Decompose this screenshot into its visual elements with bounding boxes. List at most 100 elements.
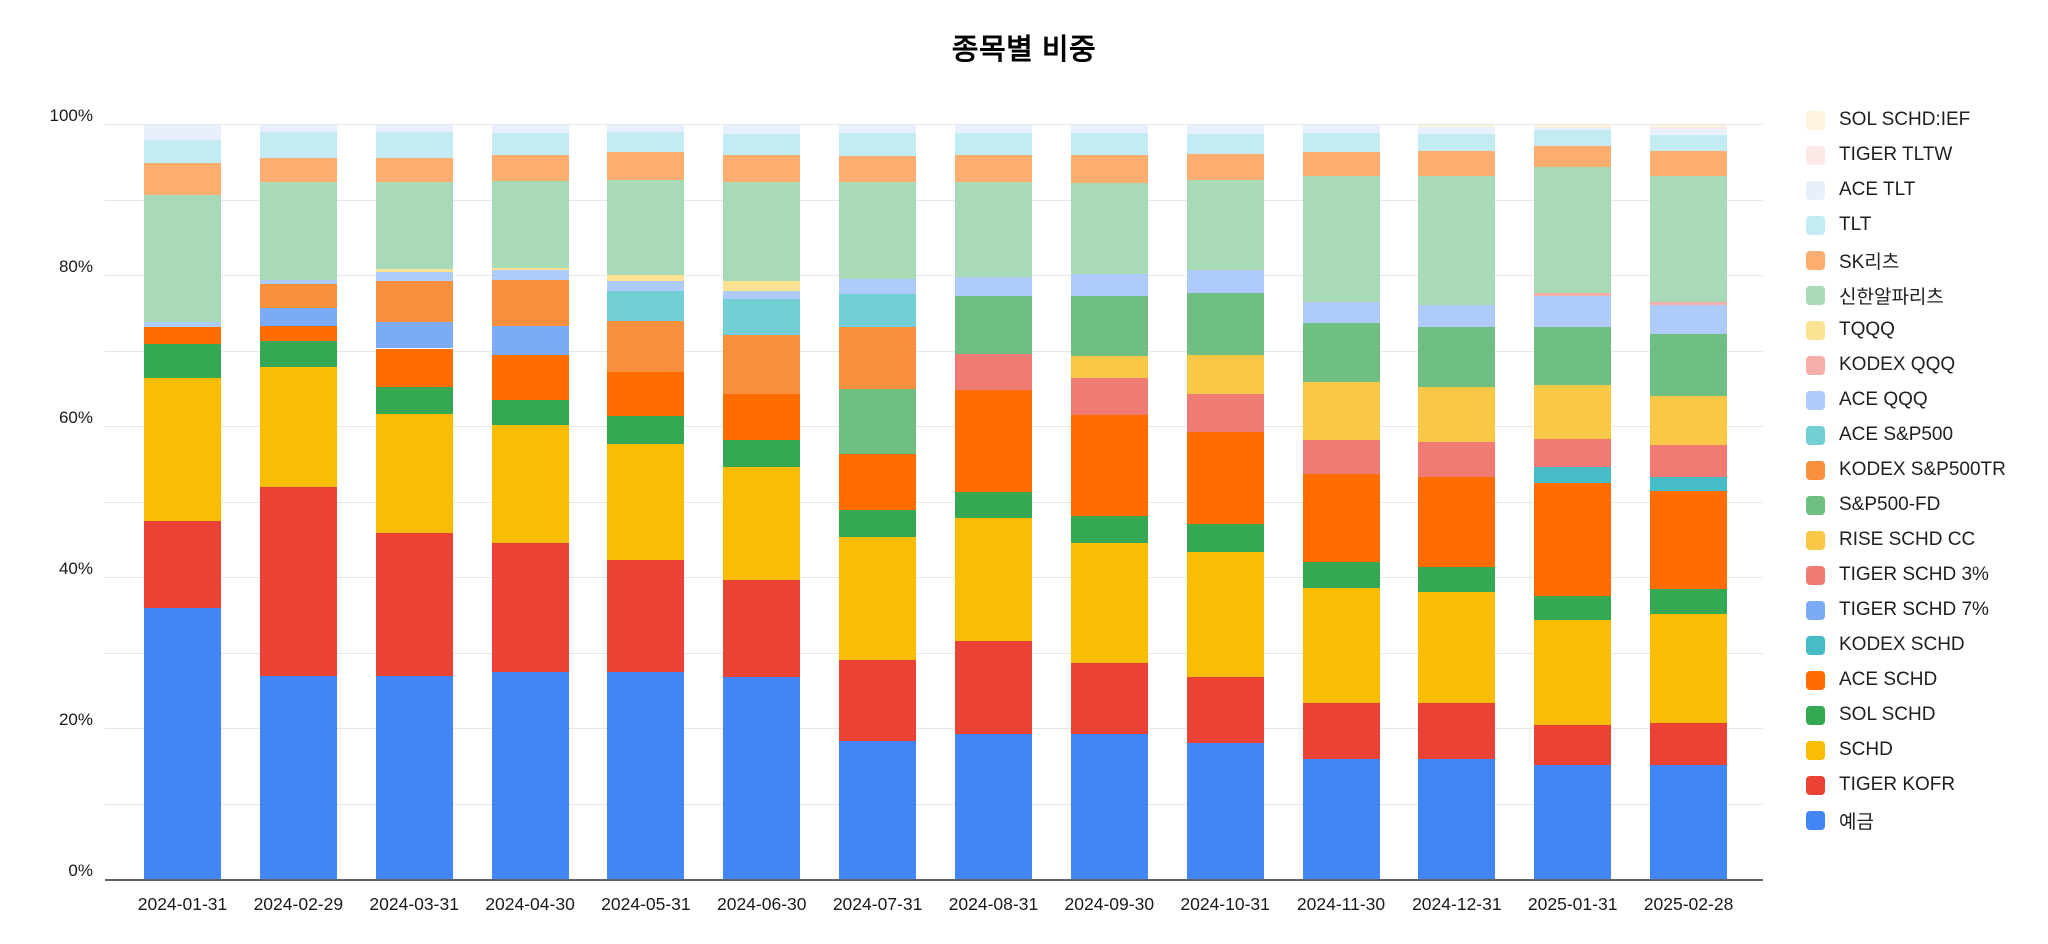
bar-segment[interactable]	[1070, 296, 1148, 357]
bar-segment[interactable]	[1070, 414, 1148, 517]
bar-segment[interactable]	[839, 133, 917, 156]
bar-segment[interactable]	[491, 267, 569, 270]
bar-segment[interactable]	[1070, 125, 1148, 134]
bar-segment[interactable]	[375, 182, 453, 270]
bar-segment[interactable]	[954, 390, 1032, 492]
bar-segment[interactable]	[259, 279, 337, 284]
bar-segment[interactable]	[1302, 133, 1380, 153]
bar-segment[interactable]	[1534, 725, 1612, 766]
bar-segment[interactable]	[1650, 491, 1728, 589]
bar-segment[interactable]	[607, 320, 685, 372]
bar-segment[interactable]	[491, 399, 569, 425]
bar-segment[interactable]	[1070, 734, 1148, 880]
bar-segment[interactable]	[1302, 759, 1380, 880]
bar-segment[interactable]	[1418, 304, 1496, 328]
bar-segment[interactable]	[607, 274, 685, 282]
bar-segment[interactable]	[1070, 543, 1148, 664]
bar-segment[interactable]	[839, 454, 917, 511]
bar-segment[interactable]	[607, 131, 685, 153]
bar-segment[interactable]	[607, 291, 685, 321]
bar-segment[interactable]	[723, 676, 801, 880]
bar-segment[interactable]	[1534, 596, 1612, 620]
bar-segment[interactable]	[1302, 152, 1380, 177]
bar-segment[interactable]	[375, 131, 453, 159]
bar-segment[interactable]	[1418, 702, 1496, 760]
bar-segment[interactable]	[723, 291, 801, 300]
bar-segment[interactable]	[1302, 439, 1380, 474]
bar-segment[interactable]	[1186, 552, 1264, 677]
bar-segment[interactable]	[491, 279, 569, 326]
bar-segment[interactable]	[1418, 442, 1496, 477]
bar-segment[interactable]	[607, 444, 685, 560]
bar-segment[interactable]	[375, 348, 453, 387]
bar-segment[interactable]	[723, 439, 801, 468]
bar-segment[interactable]	[1534, 384, 1612, 440]
bar-segment[interactable]	[1302, 473, 1380, 563]
bar-segment[interactable]	[1070, 663, 1148, 735]
bar-segment[interactable]	[839, 741, 917, 880]
bar-segment[interactable]	[1302, 125, 1380, 134]
bar-segment[interactable]	[1070, 516, 1148, 544]
bar-segment[interactable]	[607, 152, 685, 181]
bar-segment[interactable]	[1534, 619, 1612, 726]
bar-segment[interactable]	[375, 532, 453, 677]
bar-segment[interactable]	[1302, 562, 1380, 588]
bar-segment[interactable]	[1534, 482, 1612, 597]
bar-segment[interactable]	[954, 296, 1032, 354]
bar-segment[interactable]	[259, 676, 337, 880]
bar-segment[interactable]	[1186, 180, 1264, 270]
bar-segment[interactable]	[1534, 293, 1612, 296]
bar-segment[interactable]	[144, 162, 221, 196]
bar-segment[interactable]	[1534, 295, 1612, 327]
bar-segment[interactable]	[491, 424, 569, 543]
bar-segment[interactable]	[1534, 126, 1612, 128]
bar-segment[interactable]	[839, 537, 917, 661]
bar-segment[interactable]	[1186, 125, 1264, 135]
bar-segment[interactable]	[954, 276, 1032, 297]
bar-segment[interactable]	[1418, 567, 1496, 592]
bar-segment[interactable]	[375, 269, 453, 273]
bar-segment[interactable]	[375, 414, 453, 533]
bar-segment[interactable]	[259, 366, 337, 488]
bar-segment[interactable]	[1650, 722, 1728, 765]
bar-segment[interactable]	[144, 608, 221, 880]
bar-segment[interactable]	[491, 671, 569, 880]
bar-segment[interactable]	[1302, 587, 1380, 703]
bar-segment[interactable]	[1534, 127, 1612, 130]
bar-segment[interactable]	[1650, 334, 1728, 397]
bar-segment[interactable]	[1650, 128, 1728, 135]
bar-segment[interactable]	[1070, 155, 1148, 184]
bar-segment[interactable]	[491, 133, 569, 156]
bar-segment[interactable]	[1302, 382, 1380, 440]
bar-segment[interactable]	[1534, 326, 1612, 385]
bar-segment[interactable]	[1186, 269, 1264, 294]
bar-segment[interactable]	[144, 343, 221, 378]
bar-segment[interactable]	[1302, 176, 1380, 303]
bar-segment[interactable]	[259, 340, 337, 367]
bar-segment[interactable]	[1070, 273, 1148, 297]
bar-segment[interactable]	[839, 660, 917, 742]
bar-segment[interactable]	[1650, 476, 1728, 492]
bar-segment[interactable]	[1186, 393, 1264, 432]
bar-segment[interactable]	[1418, 134, 1496, 152]
bar-segment[interactable]	[1070, 377, 1148, 415]
bar-segment[interactable]	[144, 195, 221, 323]
bar-segment[interactable]	[607, 371, 685, 417]
bar-segment[interactable]	[1534, 167, 1612, 294]
bar-segment[interactable]	[1418, 759, 1496, 880]
bar-segment[interactable]	[1650, 445, 1728, 477]
bar-segment[interactable]	[1418, 591, 1496, 703]
bar-segment[interactable]	[144, 125, 221, 141]
bar-segment[interactable]	[375, 125, 453, 132]
bar-segment[interactable]	[1186, 293, 1264, 355]
bar-segment[interactable]	[1650, 305, 1728, 335]
bar-segment[interactable]	[954, 155, 1032, 182]
bar-segment[interactable]	[1418, 387, 1496, 443]
bar-segment[interactable]	[723, 334, 801, 394]
bar-segment[interactable]	[723, 155, 801, 182]
bar-segment[interactable]	[607, 559, 685, 673]
bar-segment[interactable]	[839, 326, 917, 390]
bar-segment[interactable]	[491, 155, 569, 181]
bar-segment[interactable]	[375, 387, 453, 415]
bar-segment[interactable]	[607, 281, 685, 292]
